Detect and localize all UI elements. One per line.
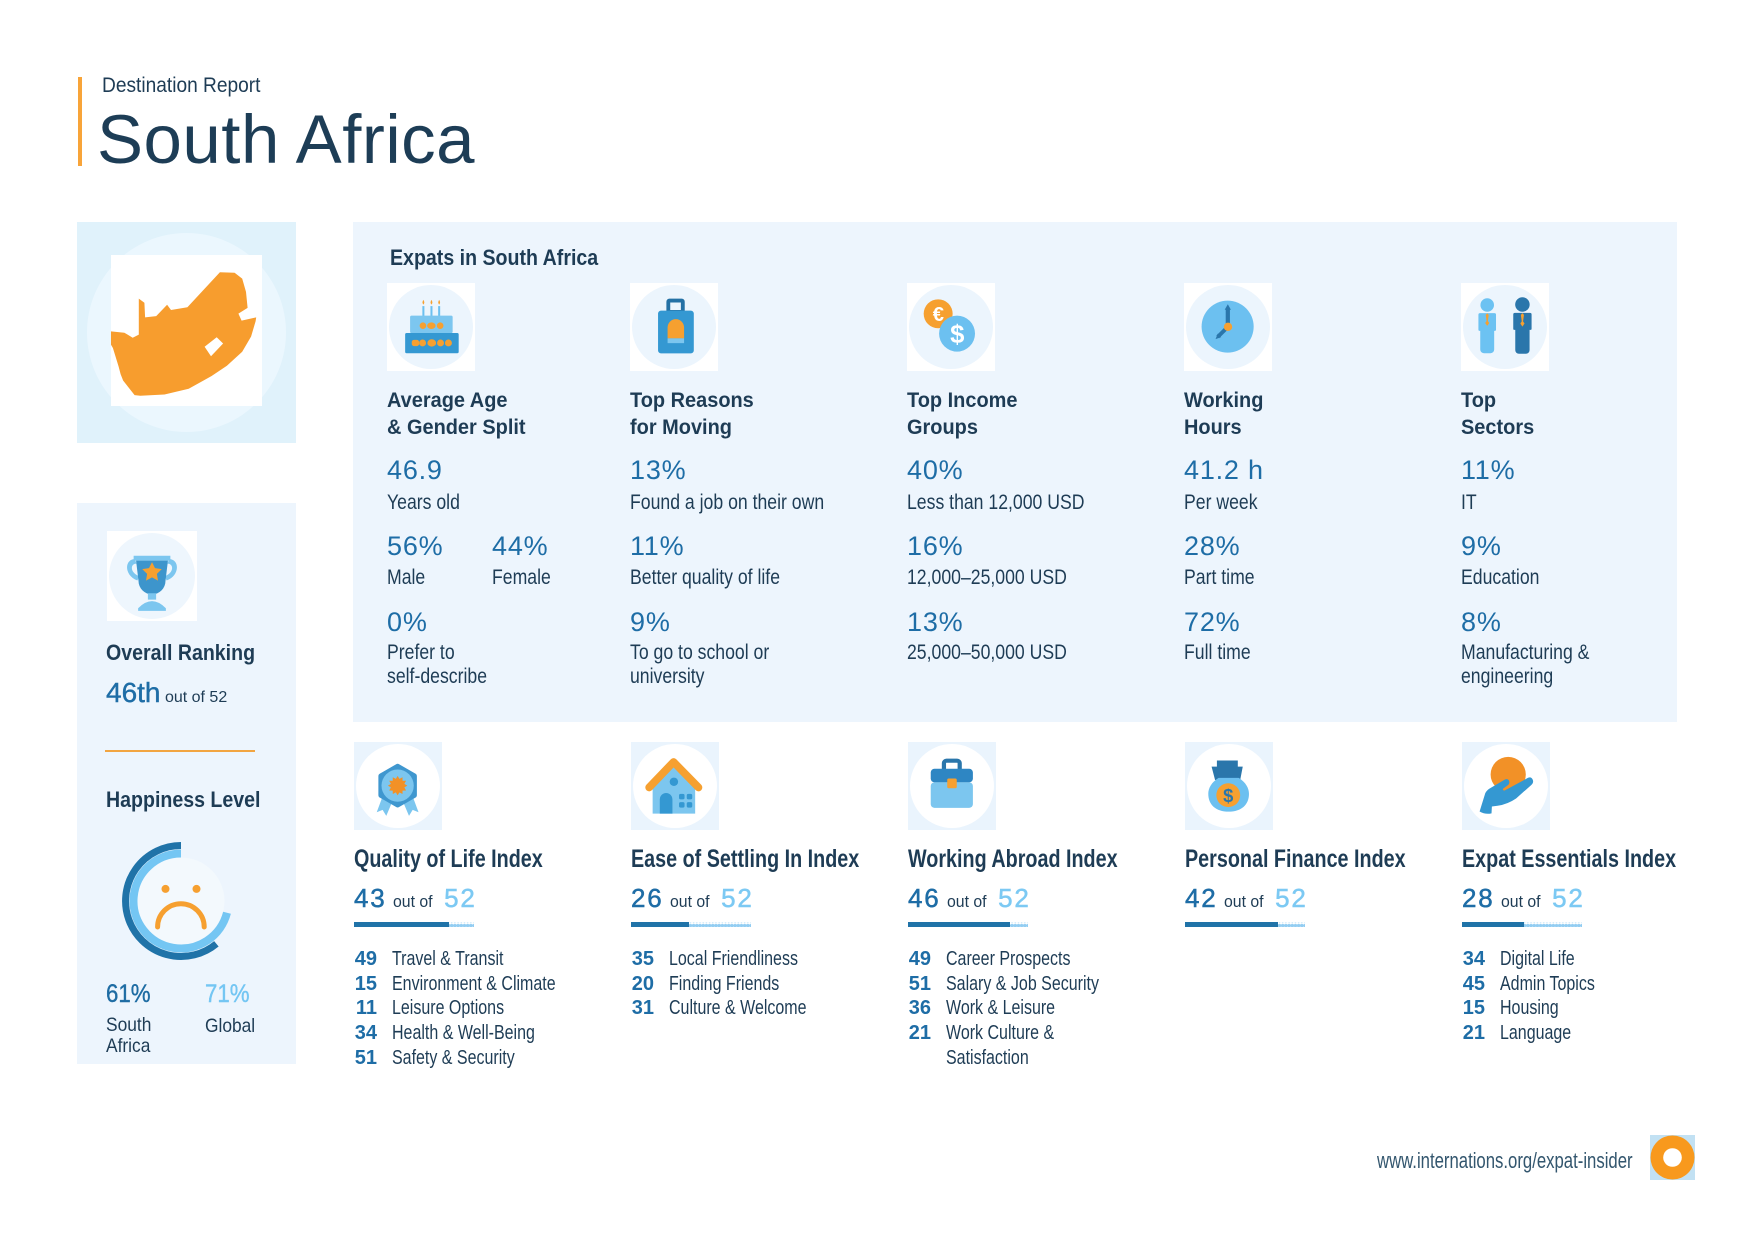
svg-text:€: € xyxy=(933,304,944,326)
svg-text:$: $ xyxy=(1223,785,1233,806)
svg-text:$: $ xyxy=(950,321,964,349)
